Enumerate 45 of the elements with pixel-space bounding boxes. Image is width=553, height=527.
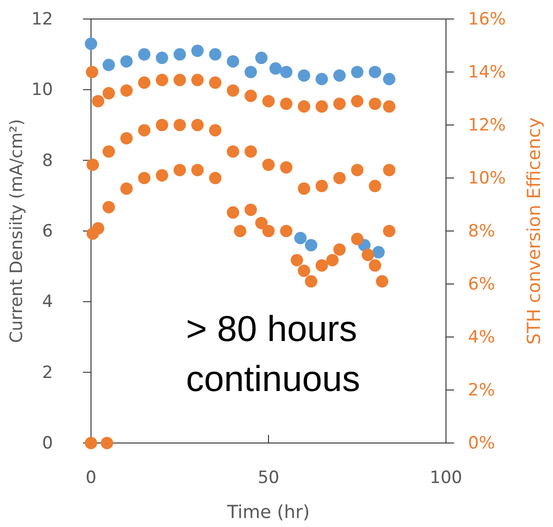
annotation: > 80 hours continuous (186, 308, 360, 399)
point (304, 238, 318, 252)
point (120, 55, 133, 68)
x-axis-title: Time (hr) (226, 502, 310, 523)
x-tick-label: 100 (430, 468, 462, 488)
y-tick-label: 4 (42, 292, 53, 312)
point (316, 72, 328, 86)
point (174, 48, 186, 60)
x-tick-label: 50 (258, 468, 280, 488)
y-tick-label: 10 (31, 80, 53, 100)
point (351, 66, 364, 78)
point (156, 52, 168, 64)
point (209, 48, 222, 60)
point (368, 66, 382, 78)
y2-tick-label: 14% (468, 62, 506, 82)
y2-tick-label: 8% (468, 221, 495, 242)
point (372, 246, 385, 258)
point (269, 62, 282, 75)
y-tick-label: 2 (42, 362, 53, 383)
y2-tick-label: 2% (468, 380, 495, 400)
y-tick-label: 8 (42, 150, 53, 171)
y-axis-title: Current Densiity (mA/cm²) (7, 119, 27, 343)
point (138, 48, 150, 60)
y2-axis-title: STH conversion Efficency (524, 116, 545, 345)
point (226, 55, 240, 68)
y2-tick-label: 10% (468, 168, 506, 188)
point (244, 66, 257, 78)
x-tick-label: 0 (86, 468, 96, 488)
point (383, 72, 396, 86)
point (102, 58, 115, 72)
y-tick-label: 12 (31, 9, 53, 30)
y2-tick-label: 6% (468, 274, 495, 294)
point (298, 69, 310, 82)
y-tick-label: 6 (42, 221, 53, 242)
point (255, 52, 268, 64)
point (333, 69, 346, 82)
point (191, 44, 204, 57)
point (294, 232, 307, 244)
y2-tick-label: 4% (468, 327, 495, 348)
y2-tick-label: 0% (468, 433, 495, 454)
point (280, 66, 292, 78)
y2-tick-label: 16% (468, 9, 506, 30)
y-tick-label: 0 (42, 433, 53, 454)
point (84, 38, 98, 50)
y2-tick-label: 12% (468, 115, 506, 136)
